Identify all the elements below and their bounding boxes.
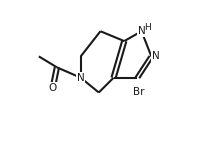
Text: N: N [152, 51, 159, 61]
Text: N: N [138, 26, 145, 36]
Text: H: H [144, 23, 151, 32]
Text: Br: Br [133, 87, 145, 97]
Text: N: N [77, 73, 85, 83]
Text: O: O [49, 83, 57, 93]
